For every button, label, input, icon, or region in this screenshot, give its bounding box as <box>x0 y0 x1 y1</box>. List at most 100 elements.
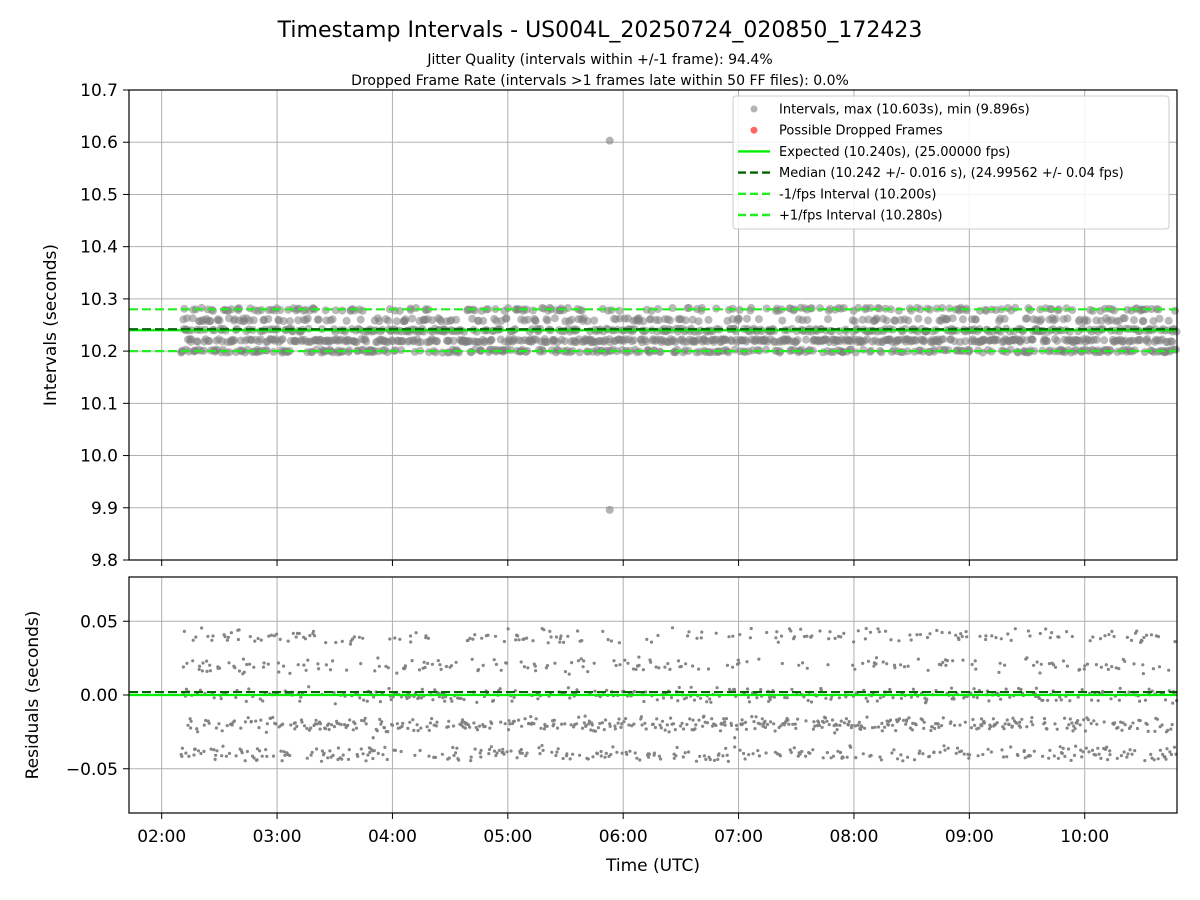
residual-point <box>941 716 945 720</box>
interval-point <box>872 314 881 323</box>
residual-point <box>1157 665 1162 669</box>
residual-point <box>406 726 410 731</box>
interval-point <box>930 347 938 356</box>
residual-point <box>490 721 494 726</box>
residual-point <box>880 721 884 726</box>
legend-entry-label: -1/fps Interval (10.200s) <box>779 187 936 202</box>
residual-point <box>686 634 690 638</box>
residual-point <box>1046 698 1050 703</box>
residual-point <box>1022 749 1026 753</box>
residual-point <box>533 664 537 668</box>
residual-point <box>620 751 624 755</box>
interval-point <box>875 304 884 313</box>
residual-point <box>838 723 842 728</box>
residual-point <box>489 745 493 749</box>
residual-point <box>916 657 921 661</box>
residual-point <box>447 756 451 760</box>
residual-point <box>271 715 275 720</box>
residual-point <box>506 728 511 732</box>
interval-point <box>384 316 393 325</box>
residual-point <box>520 751 525 755</box>
residual-point <box>184 687 188 691</box>
residual-point <box>185 661 189 665</box>
residual-point <box>1156 635 1161 639</box>
residual-point <box>833 731 837 735</box>
residual-point <box>239 726 243 730</box>
residual-point <box>908 633 912 637</box>
residual-point <box>440 752 444 756</box>
interval-point <box>854 303 863 312</box>
residual-point <box>822 720 826 725</box>
residual-point <box>286 639 290 643</box>
residual-point <box>609 752 613 757</box>
residual-point <box>1074 744 1078 748</box>
interval-point <box>704 315 713 324</box>
residual-point <box>718 729 723 733</box>
residual-point <box>545 724 549 728</box>
residual-point <box>665 723 669 727</box>
interval-point <box>666 316 674 325</box>
interval-point <box>227 305 236 314</box>
residual-point <box>483 724 487 729</box>
interval-point <box>200 346 208 355</box>
residual-point <box>609 639 614 643</box>
interval-point <box>803 315 812 324</box>
residual-point <box>277 670 281 674</box>
interval-point <box>1051 314 1060 323</box>
residual-point <box>757 657 761 661</box>
residual-point <box>954 633 958 637</box>
residual-point <box>1096 699 1100 703</box>
residual-point <box>433 755 438 760</box>
residual-point <box>930 725 935 729</box>
residual-point <box>623 658 627 662</box>
residual-point <box>925 697 929 701</box>
residual-point <box>909 695 914 699</box>
residual-point <box>299 695 303 699</box>
residual-point <box>305 756 309 760</box>
residual-point <box>224 754 228 758</box>
residual-point <box>383 745 387 750</box>
residual-point <box>599 754 603 758</box>
residual-point <box>740 718 744 722</box>
residual-point <box>395 671 399 675</box>
residual-point <box>291 631 295 636</box>
residual-point <box>969 726 974 730</box>
interval-point <box>433 337 441 346</box>
residual-point <box>454 660 458 664</box>
interval-point <box>278 335 287 344</box>
x-tick-label: 06:00 <box>599 827 648 847</box>
residual-point <box>864 696 868 700</box>
residual-point <box>1173 640 1177 644</box>
residual-point <box>774 636 778 640</box>
interval-point <box>639 317 648 326</box>
residual-point <box>377 664 381 668</box>
residual-point <box>1087 750 1091 754</box>
residual-point <box>792 746 796 750</box>
residual-point <box>725 753 729 757</box>
interval-point <box>358 306 367 315</box>
interval-point <box>375 317 384 326</box>
residual-point <box>851 663 855 667</box>
residual-point <box>504 661 509 665</box>
residual-point <box>1063 716 1067 720</box>
residual-point <box>906 664 910 668</box>
residual-point <box>1043 721 1047 725</box>
residual-point <box>1117 667 1121 671</box>
residual-point <box>1161 752 1165 757</box>
residual-point <box>1149 752 1153 757</box>
residual-point <box>885 662 889 666</box>
residual-point <box>761 724 765 728</box>
residual-point <box>580 726 585 730</box>
residual-point <box>946 746 950 750</box>
residual-point <box>261 665 266 669</box>
residual-point <box>765 722 770 727</box>
intervals-y-tick-label: 10.3 <box>80 290 118 310</box>
residual-point <box>647 755 651 759</box>
residual-point <box>1002 727 1006 731</box>
residual-point <box>799 627 803 631</box>
residual-point <box>773 729 777 733</box>
residual-point <box>182 629 186 634</box>
residual-point <box>542 628 546 632</box>
residual-point <box>1065 726 1069 730</box>
residual-point <box>388 637 392 641</box>
